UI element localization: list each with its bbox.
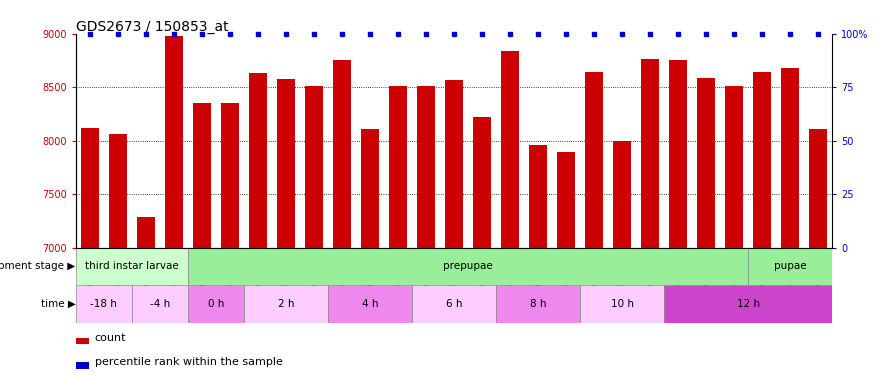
Bar	[529, 145, 547, 375]
Text: third instar larvae: third instar larvae	[85, 261, 179, 271]
Text: 4 h: 4 h	[361, 299, 378, 309]
Bar	[613, 141, 631, 375]
Bar	[136, 216, 155, 375]
Bar	[76, 248, 188, 285]
Text: count: count	[94, 333, 126, 343]
Bar	[389, 86, 407, 375]
Bar	[445, 80, 463, 375]
Bar	[188, 248, 748, 285]
Text: 10 h: 10 h	[611, 299, 634, 309]
Text: 6 h: 6 h	[446, 299, 462, 309]
Bar	[221, 103, 239, 375]
Bar	[192, 103, 211, 375]
Bar	[725, 86, 743, 375]
Bar	[277, 79, 295, 375]
Text: GDS2673 / 150853_at: GDS2673 / 150853_at	[76, 20, 228, 34]
Bar	[304, 86, 323, 375]
Bar	[496, 285, 580, 322]
Text: -18 h: -18 h	[90, 299, 117, 309]
Text: -4 h: -4 h	[150, 299, 170, 309]
Bar	[412, 285, 496, 322]
Bar	[417, 86, 435, 375]
Bar	[697, 78, 716, 375]
Bar	[328, 285, 412, 322]
Bar	[585, 72, 603, 375]
Text: development stage ▶: development stage ▶	[0, 261, 76, 271]
Bar	[753, 72, 772, 375]
Bar	[76, 338, 89, 344]
Text: 2 h: 2 h	[278, 299, 294, 309]
Bar	[473, 117, 491, 375]
Bar	[748, 248, 832, 285]
Text: pupae: pupae	[773, 261, 806, 271]
Bar	[165, 36, 182, 375]
Bar	[109, 134, 126, 375]
Bar	[81, 128, 99, 375]
Bar	[360, 129, 379, 375]
Bar	[76, 362, 89, 369]
Bar	[809, 129, 827, 375]
Bar	[580, 285, 664, 322]
Bar	[248, 73, 267, 375]
Text: 8 h: 8 h	[530, 299, 546, 309]
Text: percentile rank within the sample: percentile rank within the sample	[94, 357, 282, 368]
Bar	[641, 59, 659, 375]
Text: 12 h: 12 h	[737, 299, 760, 309]
Bar	[132, 285, 188, 322]
Bar	[501, 51, 519, 375]
Bar	[244, 285, 328, 322]
Bar	[669, 60, 687, 375]
Bar	[188, 285, 244, 322]
Bar	[557, 152, 575, 375]
Bar	[76, 285, 132, 322]
Bar	[333, 60, 351, 375]
Text: 0 h: 0 h	[207, 299, 224, 309]
Bar	[664, 285, 832, 322]
Text: time ▶: time ▶	[41, 299, 76, 309]
Bar	[781, 68, 799, 375]
Text: prepupae: prepupae	[443, 261, 493, 271]
